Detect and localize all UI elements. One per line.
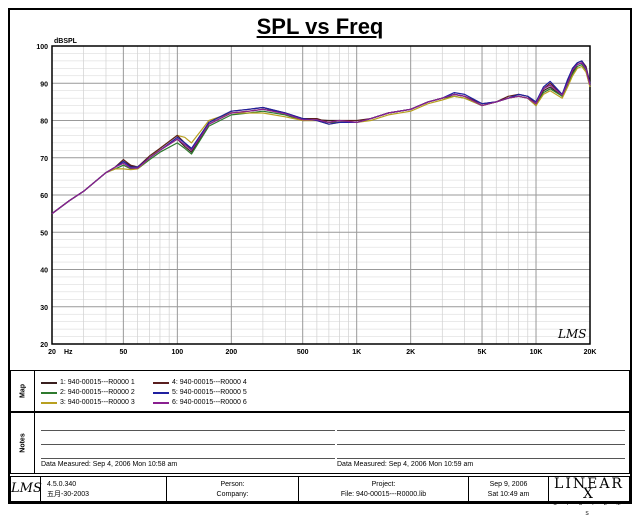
y-tick-label: 70 [40, 156, 48, 163]
y-tick-label: 40 [40, 268, 48, 275]
legend-item: 2: 940-00015---R0000 2 [41, 389, 135, 396]
legend-swatch [41, 391, 57, 394]
footer-logo-cell: LMS [11, 477, 42, 501]
note-line [41, 458, 335, 459]
series-layer [51, 60, 591, 215]
y-axis-label: dBSPL [54, 38, 78, 45]
y-tick-label: 60 [40, 193, 48, 200]
linearx-logo: LINEAR X [554, 476, 624, 502]
note-line [41, 430, 335, 431]
legend-panel-label: Map [11, 371, 35, 411]
legend-item: 1: 940-00015---R0000 1 [41, 379, 135, 386]
legend-swatch [41, 381, 57, 384]
x-tick-label: 500 [297, 349, 309, 356]
x-tick-label: 5K [478, 349, 487, 356]
y-tick-label: 50 [40, 230, 48, 237]
notes-panel-label: Notes [11, 413, 35, 473]
series-line-3 [51, 65, 591, 215]
x-tick-label: 200 [225, 349, 237, 356]
software-version: 4.5.0.340 [47, 481, 77, 488]
note-line [337, 430, 625, 431]
x-tick-label: 20 [48, 349, 56, 356]
x-tick-label: 2K [406, 349, 415, 356]
print-date: Sep 9, 2006 [489, 481, 528, 488]
x-tick-label: 20K [584, 349, 597, 356]
y-tick-label: 100 [36, 44, 48, 51]
notes-panel: Notes Data Measured: Sep 4, 2006 Mon 10:… [10, 412, 630, 474]
x-tick-label: 10K [530, 349, 543, 356]
footer-version-cell: 4.5.0.340 五月-30-2003 [41, 477, 167, 501]
legend-swatch [153, 401, 169, 404]
note-line [337, 444, 625, 445]
legend-label: 2: 940-00015---R0000 2 [60, 389, 135, 396]
legend-item: 3: 940-00015---R0000 3 [41, 399, 135, 406]
y-tick-label: 90 [40, 81, 48, 88]
y-tick-labels: 20 30 40 50 60 70 80 90 100 [36, 44, 48, 349]
footer-date-cell: Sep 9, 2006 Sat 10:49 am [469, 477, 549, 501]
series-line-6 [51, 62, 591, 215]
software-version-date: 五月-30-2003 [47, 491, 90, 498]
x-tick-label: Hz [64, 349, 73, 356]
file-label: File: 940-00015---R0000.lib [340, 491, 427, 498]
legend-label: 5: 940-00015---R0000 5 [172, 389, 247, 396]
legend-item: 4: 940-00015---R0000 4 [153, 379, 247, 386]
series-line-5 [51, 60, 591, 215]
legend-label: 1: 940-00015---R0000 1 [60, 379, 135, 386]
linearx-logo-sub: S Y S T E M S [553, 501, 625, 517]
footer-lms-logo: LMS [11, 481, 42, 496]
footer-brand-cell: LINEAR X S Y S T E M S [549, 476, 629, 517]
note-line [41, 444, 335, 445]
y-tick-label: 20 [40, 342, 48, 349]
x-tick-labels: 20 Hz 50 100 200 500 1K 2K 5K 10K 20K [48, 349, 596, 356]
legend-label: 6: 940-00015---R0000 6 [172, 399, 247, 406]
x-tick-label: 50 [119, 349, 127, 356]
legend-swatch [153, 381, 169, 384]
series-line-4 [51, 60, 591, 215]
footer-project-cell: Project: File: 940-00015---R0000.lib [299, 477, 469, 501]
y-tick-label: 30 [40, 305, 48, 312]
spl-plot: 20 30 40 50 60 70 80 90 100 20 Hz 50 100 200 500 1K 2K 5… [36, 38, 596, 356]
footer-person-cell: Person: Company: [167, 477, 299, 501]
plot-area-border [51, 45, 591, 345]
page-frame [8, 8, 632, 504]
footer: LMS 4.5.0.340 五月-30-2003 Person: Company… [10, 476, 630, 517]
y-tick-label: 80 [40, 119, 48, 126]
project-label: Project: [371, 481, 396, 488]
plot-lms-logo: LMS [557, 327, 586, 341]
chart-title: SPL vs Freq [256, 14, 384, 39]
series-line-2 [51, 63, 591, 215]
legend-label: 3: 940-00015---R0000 3 [60, 399, 135, 406]
legend-item: 6: 940-00015---R0000 6 [153, 399, 247, 406]
legend-item: 5: 940-00015---R0000 5 [153, 389, 247, 396]
note-line [337, 458, 625, 459]
print-time: Sat 10:49 am [487, 491, 530, 498]
person-label: Person: [220, 481, 245, 488]
legend-panel: Map 1: 940-00015---R0000 1 2: 940-00015--… [10, 370, 630, 412]
measured-date-right: Data Measured: Sep 4, 2006 Mon 10:59 am [337, 461, 474, 468]
company-label: Company: [216, 491, 249, 498]
series-line-1 [51, 62, 591, 215]
measured-date-left: Data Measured: Sep 4, 2006 Mon 10:58 am [41, 461, 178, 468]
legend-swatch [153, 391, 169, 394]
x-tick-label: 100 [172, 349, 184, 356]
legend-label: 4: 940-00015---R0000 4 [172, 379, 247, 386]
legend-swatch [41, 401, 57, 404]
x-tick-label: 1K [352, 349, 361, 356]
